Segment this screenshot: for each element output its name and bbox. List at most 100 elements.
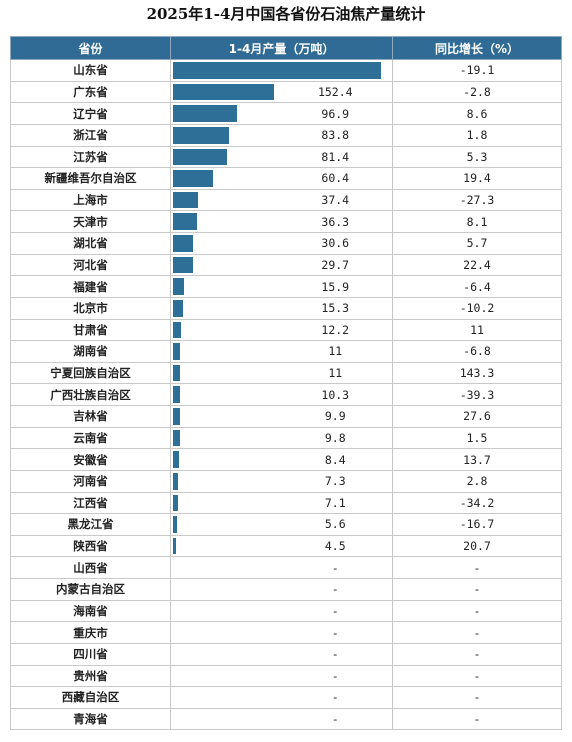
province-name: 安徽省 bbox=[10, 448, 171, 471]
production-bar-cell bbox=[170, 123, 279, 147]
production-value: - bbox=[278, 578, 393, 601]
production-value: 8.4 bbox=[278, 448, 393, 471]
province-name: 辽宁省 bbox=[10, 102, 171, 125]
table-row: 海南省 - - bbox=[10, 599, 562, 623]
production-value: - bbox=[278, 642, 393, 666]
table-row: 上海市 37.4 -27.3 bbox=[10, 188, 562, 212]
growth-value: - bbox=[392, 556, 562, 579]
production-value: 36.3 bbox=[278, 210, 393, 233]
growth-value: 5.3 bbox=[392, 145, 562, 169]
production-value: 15.9 bbox=[278, 275, 393, 298]
province-name: 宁夏回族自治区 bbox=[10, 361, 171, 385]
table-row: 宁夏回族自治区 11 143.3 bbox=[10, 361, 562, 385]
production-value: - bbox=[278, 599, 393, 623]
production-value: 11 bbox=[278, 361, 393, 385]
growth-value: - bbox=[392, 686, 562, 709]
province-name: 浙江省 bbox=[10, 123, 171, 147]
production-value: - bbox=[278, 707, 393, 731]
production-bar-cell bbox=[170, 513, 279, 536]
table-row: 安徽省 8.4 13.7 bbox=[10, 448, 562, 471]
production-bar bbox=[173, 451, 179, 468]
production-bar bbox=[173, 408, 180, 425]
province-name: 吉林省 bbox=[10, 405, 171, 428]
province-name: 西藏自治区 bbox=[10, 686, 171, 709]
growth-value: 27.6 bbox=[392, 405, 562, 428]
chart-title: 2025年1-4月中国各省份石油焦产量统计 bbox=[146, 5, 426, 23]
table-row: 内蒙古自治区 - - bbox=[10, 578, 562, 601]
province-name: 江西省 bbox=[10, 491, 171, 515]
province-name: 天津市 bbox=[10, 210, 171, 233]
production-bar-cell bbox=[170, 448, 279, 471]
province-name: 贵州省 bbox=[10, 664, 171, 688]
province-name: 重庆市 bbox=[10, 621, 171, 644]
growth-value: - bbox=[392, 621, 562, 644]
production-bar-cell bbox=[170, 686, 279, 709]
province-name: 河南省 bbox=[10, 469, 171, 493]
growth-value: -19.1 bbox=[392, 59, 562, 82]
table-row: 广东省 152.4 -2.8 bbox=[10, 80, 562, 104]
table-row: 贵州省 - - bbox=[10, 664, 562, 688]
growth-value: 8.1 bbox=[392, 210, 562, 233]
growth-value: 5.7 bbox=[392, 232, 562, 255]
province-name: 青海省 bbox=[10, 707, 171, 731]
table-header-row: 省份 1-4月产量（万吨） 同比增长（%） bbox=[10, 36, 562, 60]
production-bar-cell bbox=[170, 188, 279, 212]
growth-value: -10.2 bbox=[392, 296, 562, 320]
growth-value: 22.4 bbox=[392, 253, 562, 277]
production-value: 11 bbox=[278, 340, 393, 363]
province-name: 广西壮族自治区 bbox=[10, 383, 171, 406]
production-bar bbox=[173, 343, 181, 360]
growth-value: 1.5 bbox=[392, 426, 562, 450]
production-bar bbox=[173, 170, 214, 187]
production-bar-cell bbox=[170, 383, 279, 406]
production-bar-cell bbox=[170, 59, 381, 82]
production-value: 5.6 bbox=[278, 513, 393, 536]
province-name: 河北省 bbox=[10, 253, 171, 277]
growth-value: -34.2 bbox=[392, 491, 562, 515]
production-bar-cell bbox=[170, 340, 279, 363]
table-row: 湖北省 30.6 5.7 bbox=[10, 232, 562, 255]
production-bar-cell bbox=[170, 578, 279, 601]
province-name: 江苏省 bbox=[10, 145, 171, 169]
production-value: 7.1 bbox=[278, 491, 393, 515]
growth-value: - bbox=[392, 642, 562, 666]
header-production: 1-4月产量（万吨） bbox=[170, 36, 393, 60]
production-bar-cell bbox=[170, 80, 279, 104]
table-body: 山东省312.8-19.1广东省152.4-2.8辽宁省96.98.6浙江省83… bbox=[10, 59, 562, 731]
production-value: 29.7 bbox=[278, 253, 393, 277]
growth-value: - bbox=[392, 599, 562, 623]
production-bar bbox=[173, 148, 228, 166]
growth-value: -16.7 bbox=[392, 513, 562, 536]
province-name: 云南省 bbox=[10, 426, 171, 450]
production-bar-cell bbox=[170, 167, 279, 190]
production-bar-cell bbox=[170, 621, 279, 644]
province-name: 广东省 bbox=[10, 80, 171, 104]
production-bar bbox=[173, 386, 180, 403]
table-row: 西藏自治区 - - bbox=[10, 686, 562, 709]
province-name: 四川省 bbox=[10, 642, 171, 666]
growth-value: - bbox=[392, 578, 562, 601]
province-name: 山西省 bbox=[10, 556, 171, 579]
province-name: 内蒙古自治区 bbox=[10, 578, 171, 601]
production-bar-cell bbox=[170, 275, 279, 298]
production-bar-cell bbox=[170, 556, 279, 579]
production-value: 37.4 bbox=[278, 188, 393, 212]
production-bar-cell bbox=[170, 102, 279, 125]
table-row: 江西省 7.1 -34.2 bbox=[10, 491, 562, 515]
header-growth: 同比增长（%） bbox=[392, 36, 562, 60]
production-value: 15.3 bbox=[278, 296, 393, 320]
table-row: 山西省 - - bbox=[10, 556, 562, 579]
province-name: 北京市 bbox=[10, 296, 171, 320]
production-bar-cell bbox=[170, 296, 279, 320]
growth-value: 20.7 bbox=[392, 534, 562, 558]
table-row: 四川省 - - bbox=[10, 642, 562, 666]
production-bar bbox=[173, 213, 198, 230]
production-value: 83.8 bbox=[278, 123, 393, 147]
production-value: 9.9 bbox=[278, 405, 393, 428]
production-value: 30.6 bbox=[278, 232, 393, 255]
production-value: 12.2 bbox=[278, 318, 393, 342]
province-name: 湖南省 bbox=[10, 340, 171, 363]
table-row: 河南省 7.3 2.8 bbox=[10, 469, 562, 493]
table-row: 湖南省 11 -6.8 bbox=[10, 340, 562, 363]
